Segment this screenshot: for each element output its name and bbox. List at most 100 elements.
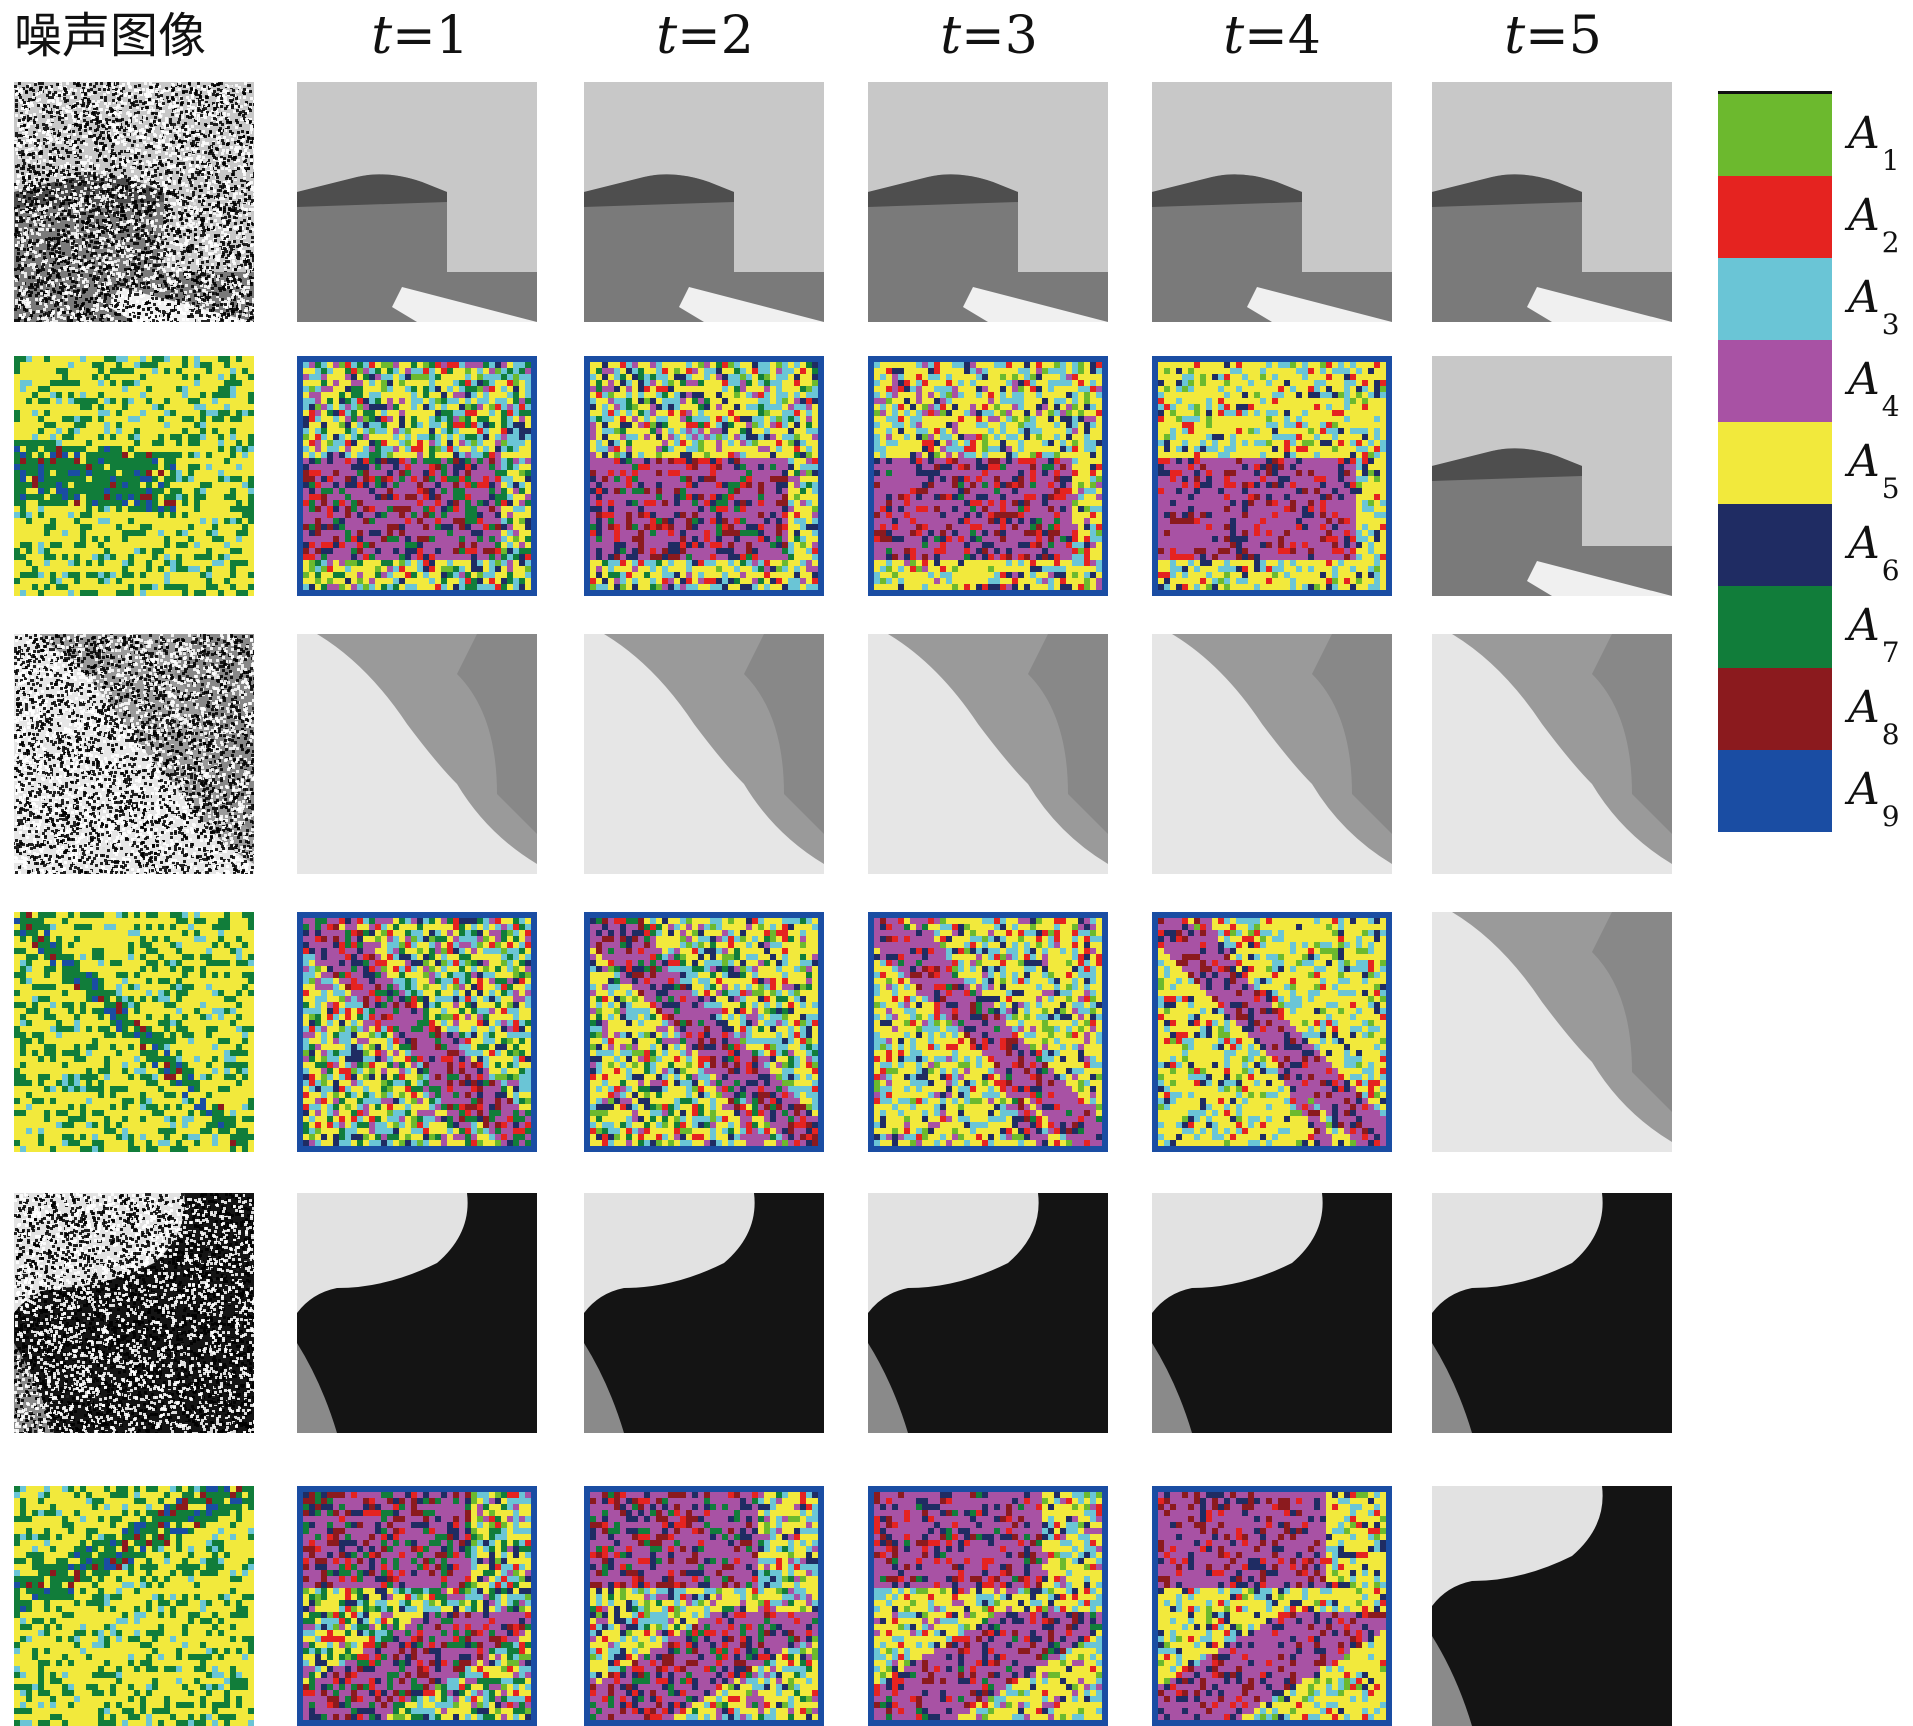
legend-label-a6: A6	[1848, 522, 1898, 604]
smooth-image	[584, 1193, 824, 1433]
legend-subscript: 4	[1882, 390, 1900, 423]
smooth-image	[584, 634, 824, 874]
smooth-image	[584, 82, 824, 322]
shoulder-maps-col4-image	[1152, 912, 1392, 1152]
header-t-value: =4	[1244, 6, 1321, 66]
legend-subscript: 8	[1882, 718, 1900, 751]
smooth-image	[1432, 1193, 1672, 1433]
legend-label-a1: A1	[1848, 112, 1898, 194]
noisy-image	[14, 82, 254, 322]
legend-swatch-a9	[1718, 750, 1832, 832]
smooth-image	[1152, 634, 1392, 874]
map-noisy-image	[14, 1486, 254, 1726]
legend-subscript: 3	[1882, 308, 1900, 341]
clean-image	[1432, 912, 1672, 1152]
map-noisy-image	[14, 912, 254, 1152]
smooth-image	[868, 82, 1108, 322]
legend-letter: A	[1848, 108, 1880, 159]
hat-col4-image	[1152, 1193, 1392, 1433]
legend-swatch-a5	[1718, 422, 1832, 504]
noisy-image	[14, 1193, 254, 1433]
header-t-var: t	[1223, 6, 1244, 66]
legend-subscript: 1	[1882, 144, 1900, 177]
legend-letter: A	[1848, 600, 1880, 651]
hat-col3-image	[868, 1193, 1108, 1433]
header-t-value: =2	[677, 6, 754, 66]
shoulder-col0-image	[14, 634, 254, 874]
header-t5: t=5	[1433, 6, 1673, 66]
legend-swatch-a3	[1718, 258, 1832, 340]
legend-label-a2: A2	[1848, 194, 1898, 276]
legend-swatch-a4	[1718, 340, 1832, 422]
shoulder-col2-image	[584, 634, 824, 874]
smooth-image	[1152, 1193, 1392, 1433]
map-image	[297, 912, 537, 1152]
building-col5-image	[1432, 82, 1672, 322]
noisy-image	[14, 634, 254, 874]
map-image	[868, 1486, 1108, 1726]
map-image	[584, 356, 824, 596]
smooth-image	[1152, 82, 1392, 322]
shoulder-maps-col3-image	[868, 912, 1108, 1152]
shoulder-col3-image	[868, 634, 1108, 874]
header-noisy-image: 噪声图像	[14, 6, 264, 66]
legend-subscript: 9	[1882, 800, 1900, 833]
hat-col1-image	[297, 1193, 537, 1433]
legend-letter: A	[1848, 354, 1880, 405]
map-image	[584, 912, 824, 1152]
clean-image	[1432, 1486, 1672, 1726]
hat-maps-col4-image	[1152, 1486, 1392, 1726]
shoulder-maps-col1-image	[297, 912, 537, 1152]
building-maps-col0-image	[14, 356, 254, 596]
building-maps-col4-image	[1152, 356, 1392, 596]
hat-maps-col1-image	[297, 1486, 537, 1726]
smooth-image	[868, 1193, 1108, 1433]
shoulder-col1-image	[297, 634, 537, 874]
header-t2: t=2	[585, 6, 825, 66]
map-image	[1152, 1486, 1392, 1726]
hat-maps-col3-image	[868, 1486, 1108, 1726]
smooth-image	[297, 634, 537, 874]
legend-swatch-a2	[1718, 176, 1832, 258]
shoulder-maps-col2-image	[584, 912, 824, 1152]
building-maps-col1-image	[297, 356, 537, 596]
building-col1-image	[297, 82, 537, 322]
hat-maps-col2-image	[584, 1486, 824, 1726]
shoulder-col4-image	[1152, 634, 1392, 874]
hat-col5-image	[1432, 1193, 1672, 1433]
header-t-value: =5	[1525, 6, 1602, 66]
shoulder-maps-col0-image	[14, 912, 254, 1152]
shoulder-maps-col5-image	[1432, 912, 1672, 1152]
legend-letter: A	[1848, 436, 1880, 487]
legend-label-a5: A5	[1848, 440, 1898, 522]
legend-label-a7: A7	[1848, 604, 1898, 686]
building-col2-image	[584, 82, 824, 322]
header-t-var: t	[940, 6, 961, 66]
legend-letter: A	[1848, 682, 1880, 733]
legend-letter: A	[1848, 518, 1880, 569]
smooth-image	[297, 1193, 537, 1433]
clean-image	[1432, 356, 1672, 596]
map-image	[868, 356, 1108, 596]
building-maps-col3-image	[868, 356, 1108, 596]
map-image	[868, 912, 1108, 1152]
building-col0-image	[14, 82, 254, 322]
header-t4: t=4	[1152, 6, 1392, 66]
legend-letter: A	[1848, 764, 1880, 815]
legend-letter: A	[1848, 272, 1880, 323]
header-t3: t=3	[869, 6, 1109, 66]
legend-label-a4: A4	[1848, 358, 1898, 440]
header-t-var: t	[656, 6, 677, 66]
header-t-value: =1	[392, 6, 469, 66]
legend-swatch-a1	[1718, 94, 1832, 176]
header-t-var: t	[1504, 6, 1525, 66]
smooth-image	[868, 634, 1108, 874]
map-image	[1152, 356, 1392, 596]
hat-maps-col5-image	[1432, 1486, 1672, 1726]
header-t1: t=1	[300, 6, 540, 66]
legend-letter: A	[1848, 190, 1880, 241]
smooth-image	[1432, 634, 1672, 874]
legend-subscript: 2	[1882, 226, 1900, 259]
